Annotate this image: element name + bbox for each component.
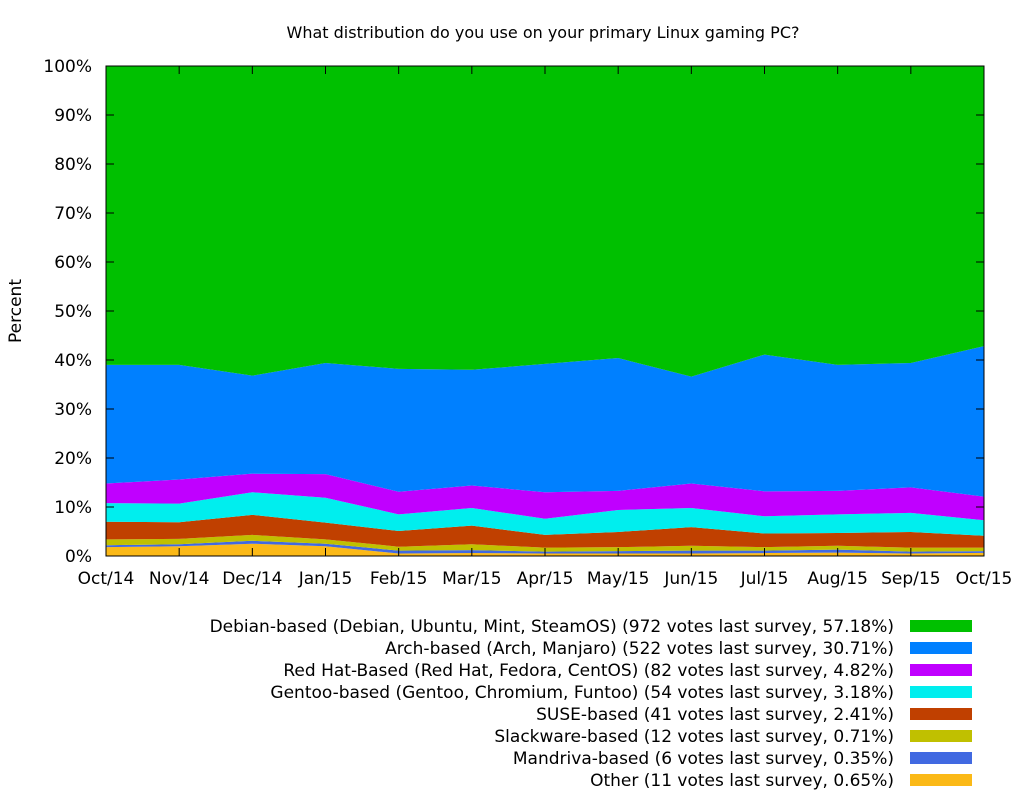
y-tick-label: 60%: [54, 253, 92, 273]
area-series-2: [106, 534, 984, 552]
x-tick-label: Apr/15: [517, 569, 574, 589]
y-tick-label: 30%: [54, 400, 92, 420]
x-tick-label: Sep/15: [881, 569, 940, 589]
y-tick-label: 100%: [43, 57, 92, 77]
legend: Debian-based (Debian, Ubuntu, Mint, Stea…: [210, 617, 972, 791]
legend-label: Arch-based (Arch, Manjaro) (522 votes la…: [385, 639, 894, 659]
x-tick-label: Dec/14: [222, 569, 282, 589]
y-tick-label: 10%: [54, 498, 92, 518]
y-tick-label: 0%: [65, 547, 92, 567]
x-tick-label: Nov/14: [149, 569, 210, 589]
x-tick-label: Aug/15: [807, 569, 868, 589]
area-series-6: [106, 346, 984, 497]
legend-label: Red Hat-Based (Red Hat, Fedora, CentOS) …: [283, 661, 894, 681]
y-tick-label: 50%: [54, 302, 92, 322]
legend-swatch: [910, 642, 972, 654]
legend-swatch: [910, 664, 972, 676]
chart-title: What distribution do you use on your pri…: [287, 23, 800, 42]
x-tick-label: Oct/14: [78, 569, 135, 589]
y-tick-label: 90%: [54, 106, 92, 126]
legend-swatch: [910, 708, 972, 720]
legend-swatch: [910, 620, 972, 632]
legend-swatch: [910, 752, 972, 764]
legend-label: Other (11 votes last survey, 0.65%): [590, 771, 894, 791]
x-tick-label: Oct/15: [956, 569, 1013, 589]
area-series-5: [106, 473, 984, 521]
x-tick-label: Jul/15: [740, 569, 789, 589]
legend-swatch: [910, 686, 972, 698]
x-tick-label: Jan/15: [298, 569, 353, 589]
y-tick-label: 40%: [54, 351, 92, 371]
x-axis-ticks: Oct/14 Nov/14 Dec/14 Jan/15 Feb/15 Mar/15 Apr/…: [78, 66, 1013, 589]
y-tick-label: 80%: [54, 155, 92, 175]
area-layers: [106, 66, 984, 556]
x-tick-label: May/15: [587, 569, 650, 589]
legend-label: Gentoo-based (Gentoo, Chromium, Funtoo) …: [270, 683, 894, 703]
area-series-4: [106, 492, 984, 536]
y-axis-ticks: 0% 10% 20% 30% 40% 50% 60% 70% 80% 90% 100%: [43, 57, 984, 567]
legend-swatch: [910, 774, 972, 786]
x-tick-label: Jun/15: [663, 569, 718, 589]
legend-label: Debian-based (Debian, Ubuntu, Mint, Stea…: [210, 617, 894, 637]
x-tick-label: Mar/15: [442, 569, 501, 589]
area-series-7: [106, 66, 984, 377]
y-tick-label: 20%: [54, 449, 92, 469]
area-series-3: [106, 514, 984, 548]
legend-label: SUSE-based (41 votes last survey, 2.41%): [536, 705, 894, 725]
x-tick-label: Feb/15: [370, 569, 427, 589]
legend-label: Slackware-based (12 votes last survey, 0…: [494, 727, 894, 747]
area-series-1: [106, 540, 984, 554]
y-axis-label: Percent: [6, 279, 26, 343]
y-tick-label: 70%: [54, 204, 92, 224]
legend-label: Mandriva-based (6 votes last survey, 0.3…: [513, 749, 894, 769]
legend-swatch: [910, 730, 972, 742]
